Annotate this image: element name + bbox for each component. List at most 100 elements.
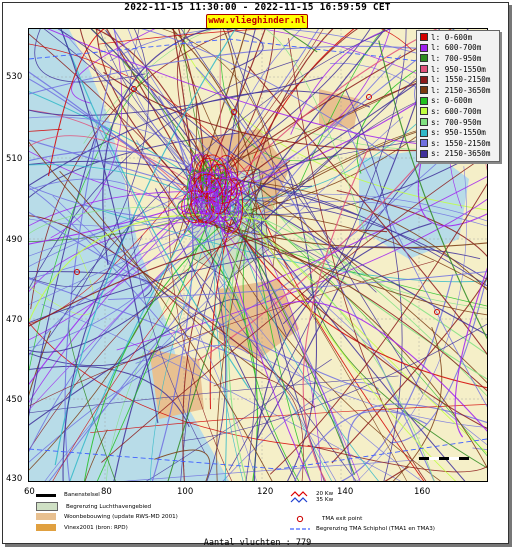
runway-swatch <box>36 493 56 497</box>
flight-track <box>264 29 369 243</box>
land-area <box>69 29 487 481</box>
legend-label: s: 1550-2150m <box>431 138 491 148</box>
flight-track <box>331 276 487 464</box>
flight-track <box>182 323 487 442</box>
flight-track <box>29 160 360 217</box>
flight-track <box>48 29 149 339</box>
flight-track <box>281 300 487 432</box>
flight-track <box>253 222 432 481</box>
x-tick-120: 120 <box>257 487 274 497</box>
holding-loop <box>189 195 214 223</box>
legend-wind1-label: 20 Kw <box>316 491 334 497</box>
flight-track <box>205 200 487 429</box>
legend-tma-boundary-label: Begrenzing TMA Schiphol (TMA1 en TMA3) <box>316 526 435 532</box>
scale-bar <box>419 457 469 460</box>
legend-swatch <box>420 139 428 148</box>
flight-track <box>29 139 208 193</box>
x-tick-80: 80 <box>101 487 112 497</box>
flight-track <box>380 29 413 51</box>
legend-item: s: 950-1550m <box>417 127 499 138</box>
legend-wind2-label: 35 Kw <box>316 497 334 503</box>
flight-track <box>211 193 311 481</box>
time-range-title: 2022-11-15 11:30:00 - 2022-11-15 16:59:5… <box>124 2 391 13</box>
flight-track <box>29 116 258 183</box>
flight-track <box>94 29 217 191</box>
legend-wind: 20 Kw 35 Kw <box>290 490 333 504</box>
flight-track <box>70 29 392 295</box>
flight-track <box>29 128 62 132</box>
flight-track <box>191 178 487 291</box>
flight-count: Aantal vluchten : 779 <box>203 538 312 548</box>
flight-track <box>29 217 225 257</box>
flight-track <box>261 218 325 481</box>
legend-label: s: 700-950m <box>431 117 482 127</box>
legend-tma-exit: TMA exit point <box>296 515 362 523</box>
legend-swatch <box>420 65 428 74</box>
y-tick-490: 490 <box>6 235 23 245</box>
legend-airport-label: Begrenzing Luchthavengebied <box>66 503 152 510</box>
holding-loop <box>198 154 227 199</box>
flight-track <box>29 187 212 384</box>
holding-loop <box>224 178 244 233</box>
flight-track <box>44 116 404 481</box>
x-tick-60: 60 <box>24 487 35 497</box>
flight-track <box>228 29 407 471</box>
vinex-swatch <box>36 524 56 531</box>
flight-track <box>71 29 156 104</box>
site-link[interactable]: www.vlieghinder.nl <box>206 14 308 29</box>
tma-exit-point-5 <box>434 309 440 315</box>
legend-item: l: 2150-3650m <box>417 85 499 96</box>
flight-track <box>345 89 403 481</box>
holding-loop <box>220 198 242 227</box>
flight-track <box>122 459 414 481</box>
flight-track <box>47 29 105 177</box>
flight-track <box>239 199 487 457</box>
flight-track <box>108 271 487 301</box>
flight-track <box>29 78 203 198</box>
flight-track <box>389 273 487 444</box>
holding-loop <box>190 173 224 224</box>
map-legend: Banenstelsel Begrenzing Luchthavengebied… <box>28 491 486 538</box>
x-tick-100: 100 <box>177 487 194 497</box>
flight-track <box>62 31 487 446</box>
legend-vinex-label: Vinex2001 (bron: RPD) <box>64 524 128 531</box>
y-tick-430: 430 <box>6 474 23 484</box>
wind-zigzag-icon <box>290 491 308 503</box>
legend-label: l: 700-950m <box>431 53 482 63</box>
legend-runway: Banenstelsel <box>36 492 100 498</box>
flight-track <box>247 66 487 355</box>
flight-track <box>29 230 199 305</box>
flight-track <box>98 29 330 264</box>
flight-track <box>106 29 219 229</box>
flight-track <box>29 278 274 372</box>
flight-track <box>282 29 318 53</box>
legend-tma-exit-label: TMA exit point <box>322 516 363 522</box>
flight-track <box>140 29 395 160</box>
flight-track <box>29 215 316 408</box>
flight-track <box>135 116 487 364</box>
flight-track <box>208 210 442 481</box>
legend-housing: Woonbebouwing (update RWS-MD 2001) <box>36 513 178 520</box>
tma-exit-point-3 <box>366 94 372 100</box>
legend-label: l: 600-700m <box>431 43 482 53</box>
legend-item: l: 950-1550m <box>417 64 499 75</box>
x-tick-140: 140 <box>337 487 354 497</box>
flight-track <box>29 135 196 186</box>
legend-item: s: 2150-3650m <box>417 149 499 160</box>
flight-track <box>340 274 454 481</box>
flight-track <box>52 233 233 481</box>
holding-loop <box>217 172 229 203</box>
flight-track <box>29 138 96 417</box>
flight-track <box>210 198 435 481</box>
flight-track <box>84 429 108 481</box>
legend-swatch <box>420 86 428 95</box>
holding-loop <box>196 179 228 204</box>
flight-track <box>231 195 487 380</box>
flight-track <box>59 170 273 481</box>
flight-track <box>29 59 299 290</box>
flight-track <box>192 216 487 316</box>
flight-track <box>346 129 487 408</box>
legend-item: s: 0-600m <box>417 96 499 107</box>
flight-track <box>228 224 247 481</box>
flight-track <box>29 81 449 245</box>
